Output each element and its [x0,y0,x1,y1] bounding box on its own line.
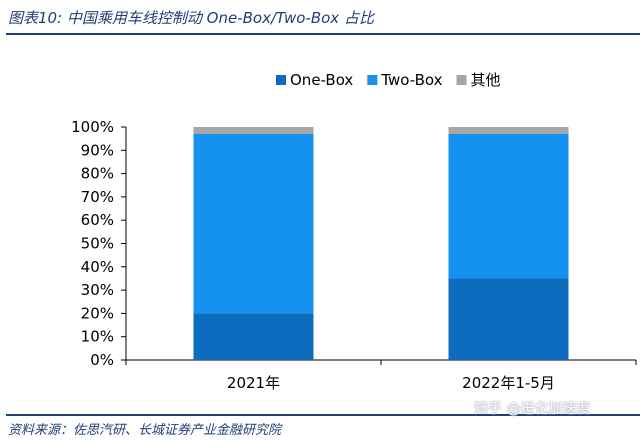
legend-swatch [367,75,378,85]
y-tick-label: 30% [81,281,114,299]
bar-segment [193,133,314,314]
watermark: 知乎 @进化加速度 [474,401,591,417]
legend-label: One-Box [290,71,353,89]
legend-label: 其他 [470,71,500,89]
title-divider [6,33,640,35]
page-title: 图表10: 中国乘用车线控制动 One-Box/Two-Box 占比 [8,9,374,27]
bar-segment [448,127,569,134]
legend-swatch [276,75,286,85]
source-note: 资料来源：佐思汽研、长城证券产业金融研究院 [8,423,282,438]
y-tick-label: 10% [81,328,114,346]
x-tick-label: 2022年1-5月 [462,374,555,392]
source-divider [6,414,640,416]
legend-label: Two-Box [380,71,442,89]
y-tick-label: 80% [81,165,114,183]
bar-segment [193,313,314,360]
legend: One-Box Two-Box 其他 [276,71,501,89]
y-tick-label: 50% [81,235,114,253]
y-tick-label: 70% [81,188,114,206]
y-tick-label: 0% [90,351,114,369]
bar-segment [448,133,569,279]
bar-segment [448,278,569,360]
bar-segment [193,127,314,134]
x-tick-label: 2021年 [227,374,280,392]
legend-swatch [456,75,467,85]
bars [193,127,569,360]
axes: 0% 10% 20% 30% 40% 50% 60% 70% 80% 90% 100% 2021年 20… [71,118,637,392]
y-tick-label: 100% [71,118,114,136]
y-tick-label: 90% [81,141,114,159]
y-tick-label: 40% [81,258,114,276]
y-tick-label: 60% [81,211,114,229]
y-tick-label: 20% [81,304,114,322]
